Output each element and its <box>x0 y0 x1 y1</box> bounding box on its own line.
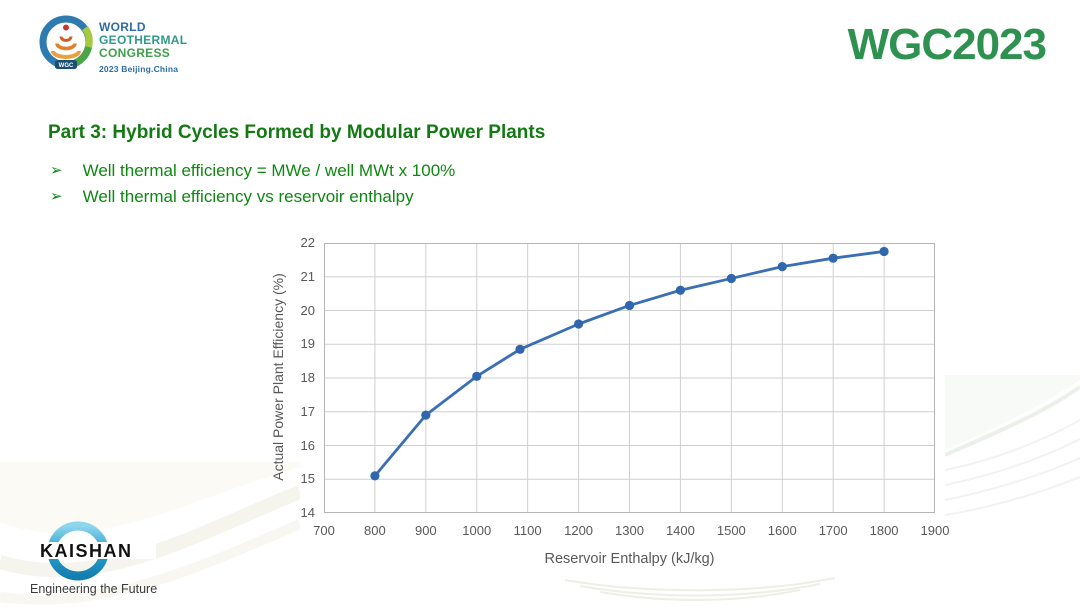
x-tick-label: 1600 <box>767 523 797 538</box>
y-tick-label: 20 <box>300 302 315 318</box>
efficiency-line-chart: Actual Power Plant Efficiency (%) Reserv… <box>258 232 958 584</box>
x-tick-label: 1400 <box>665 523 695 538</box>
data-point <box>421 410 431 420</box>
x-axis-title: Reservoir Enthalpy (kJ/kg) <box>544 551 715 567</box>
slide-title: Part 3: Hybrid Cycles Formed by Modular … <box>48 122 546 143</box>
logo-subtitle: 2023 Beijing.China <box>99 64 179 74</box>
y-tick-label: 19 <box>300 336 315 352</box>
kaishan-tagline: Engineering the Future <box>30 582 158 596</box>
wgc-congress-logo: WGC <box>39 15 93 69</box>
x-tick-label: 1300 <box>615 523 644 538</box>
x-tick-label: 1000 <box>462 523 492 538</box>
bullet-item: ➢ Well thermal efficiency vs reservoir e… <box>50 186 414 207</box>
bullet-arrow-icon: ➢ <box>50 188 63 205</box>
y-tick-label: 18 <box>300 370 315 385</box>
bullet-arrow-icon: ➢ <box>50 162 63 179</box>
plot-area <box>324 243 935 513</box>
x-tick-label: 1900 <box>920 523 950 538</box>
x-tick-label: 1100 <box>513 523 542 538</box>
congress-logo-text: World Geothermal Congress 2023 Beijing.C… <box>99 21 187 76</box>
y-tick-label: 16 <box>300 437 315 453</box>
data-point <box>515 344 525 354</box>
x-tick-label: 900 <box>414 523 437 538</box>
data-point <box>370 471 380 481</box>
y-tick-label: 15 <box>300 471 315 487</box>
x-tick-label: 1200 <box>564 523 594 538</box>
data-point <box>828 253 838 263</box>
data-point <box>777 262 787 272</box>
background-wave-decoration-right <box>945 375 1080 516</box>
logo-line-geothermal: Geothermal <box>99 33 188 47</box>
data-point <box>879 246 889 257</box>
kaishan-logo: KAISHAN <box>34 521 156 581</box>
x-tick-label: 1800 <box>869 523 899 538</box>
wgc2023-wordmark: WGC2023 <box>847 20 1047 69</box>
y-tick-label: 17 <box>300 403 315 419</box>
data-point <box>726 273 736 284</box>
data-point <box>624 300 635 311</box>
bullet-text: Well thermal efficiency vs reservoir ent… <box>82 187 414 206</box>
bullet-text: Well thermal efficiency = MWe / well MWt… <box>82 161 456 180</box>
y-tick-label: 21 <box>300 268 315 284</box>
x-tick-label: 800 <box>364 523 386 538</box>
logo-badge-text: WGC <box>59 63 74 69</box>
data-point <box>573 319 584 329</box>
logo-line-world: World <box>99 20 146 34</box>
y-tick-label: 22 <box>300 235 315 250</box>
data-point <box>472 371 482 381</box>
data-point <box>675 285 686 295</box>
logo-line-congress: Congress <box>99 46 171 60</box>
y-tick-label: 14 <box>300 505 315 520</box>
x-tick-label: 700 <box>313 523 335 538</box>
bullet-item: ➢ Well thermal efficiency = MWe / well M… <box>50 160 455 181</box>
plot-border <box>324 243 935 513</box>
spiral-bottom <box>51 50 81 59</box>
x-tick-label: 1700 <box>818 523 848 538</box>
x-tick-label: 1500 <box>716 523 746 538</box>
kaishan-wordmark: KAISHAN <box>40 541 133 561</box>
